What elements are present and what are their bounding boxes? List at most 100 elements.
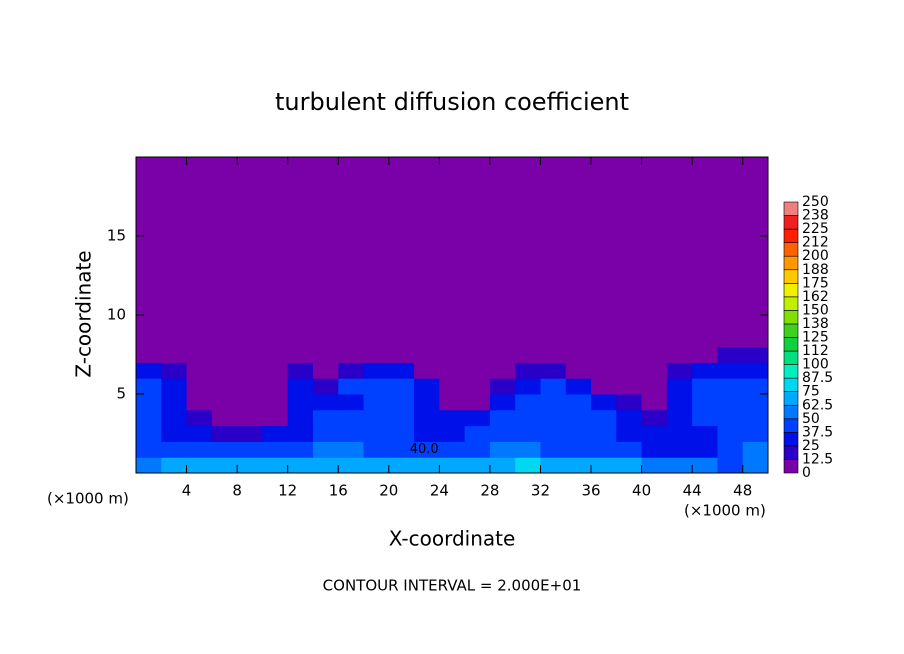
field-cell (464, 425, 491, 442)
field-cell (414, 441, 440, 458)
field-cell (641, 457, 668, 474)
colorbar-box (783, 323, 799, 338)
field-cell (237, 346, 263, 363)
colorbar-box (783, 215, 799, 230)
field-cell (439, 394, 466, 411)
y-tick-label: 15 (107, 227, 126, 245)
colorbar-label: 75 (802, 384, 820, 400)
field-cell (439, 157, 466, 348)
field-cell (262, 457, 289, 474)
field-cell (414, 157, 440, 348)
field-cell (363, 378, 390, 395)
field-cell (616, 425, 643, 442)
colorbar-box (783, 391, 799, 406)
field-cell (616, 157, 643, 348)
field-cell (717, 394, 744, 411)
field-cell (211, 441, 238, 458)
field-cell (211, 425, 238, 442)
field-cell (692, 362, 718, 379)
field-cell (287, 441, 314, 458)
field-cell (717, 425, 744, 442)
field-cell (312, 157, 339, 348)
field-cell (515, 425, 541, 442)
field-cell (262, 346, 289, 363)
field-cell (186, 409, 213, 427)
colorbar-box (783, 337, 799, 352)
field-cell (641, 441, 668, 458)
field-cell (489, 157, 516, 348)
field-cell (237, 378, 263, 395)
y-tick-label: 10 (107, 306, 126, 324)
field-cell (515, 346, 541, 363)
x-tick-label: 16 (329, 482, 348, 500)
colorbar-label: 100 (802, 357, 829, 373)
field-cell (666, 457, 693, 474)
field-cell (717, 157, 744, 348)
field-cell (338, 409, 365, 427)
field-cell (565, 425, 592, 442)
colorbar-label: 112 (802, 343, 829, 359)
colorbar-label: 162 (802, 289, 829, 305)
field-cell (515, 157, 541, 348)
field-cell (540, 394, 567, 411)
field-cell (464, 457, 491, 474)
field-cell (312, 362, 339, 379)
field-cell (338, 378, 365, 395)
field-cell (666, 441, 693, 458)
colorbar-label: 125 (802, 330, 829, 346)
field-cell (666, 394, 693, 411)
field-cell (439, 378, 466, 395)
field-cell (742, 425, 769, 442)
field-cell (439, 346, 466, 363)
field-cell (565, 378, 592, 395)
colorbar-box (783, 201, 799, 216)
x-tick-label: 48 (733, 482, 752, 500)
field-cell (312, 441, 339, 458)
field-cell (338, 362, 365, 379)
colorbar-label: 175 (802, 275, 829, 291)
colorbar-box (783, 432, 799, 447)
field-cell (287, 394, 314, 411)
field-cell (692, 394, 718, 411)
field-cell (338, 457, 365, 474)
field-cell (262, 425, 289, 442)
field-cell (211, 362, 238, 379)
field-cell (363, 425, 390, 442)
field-cell (641, 394, 668, 411)
x-unit: (×1000 m) (47, 490, 129, 508)
field-cell (692, 378, 718, 395)
field-cell (237, 394, 263, 411)
field-cell (742, 394, 769, 411)
field-cell (312, 346, 339, 363)
field-cell (489, 457, 516, 474)
colorbar-label: 50 (802, 411, 820, 427)
field-cell (489, 362, 516, 379)
field-cell (414, 425, 440, 442)
field-cell (591, 409, 617, 427)
field-cell (388, 346, 415, 363)
field-cell (692, 425, 718, 442)
x-tick-label: 32 (531, 482, 550, 500)
field-cell (338, 441, 365, 458)
field-cell (515, 378, 541, 395)
field-cell (742, 378, 769, 395)
field-cell (540, 346, 567, 363)
field-cell (540, 378, 567, 395)
field-cell (540, 425, 567, 442)
field-cell (641, 346, 668, 363)
field-cell (591, 378, 617, 395)
field-cell (540, 441, 567, 458)
field-cell (540, 157, 567, 348)
field-cell (186, 425, 213, 442)
field-cell (464, 378, 491, 395)
field-cell (464, 157, 491, 348)
field-cell (641, 378, 668, 395)
field-cell (161, 378, 188, 395)
field-cell (692, 346, 718, 363)
field-cell (186, 346, 213, 363)
field-cell (616, 457, 643, 474)
field-cell (717, 378, 744, 395)
field-cell (237, 425, 263, 442)
colorbar-label: 12.5 (802, 451, 833, 467)
